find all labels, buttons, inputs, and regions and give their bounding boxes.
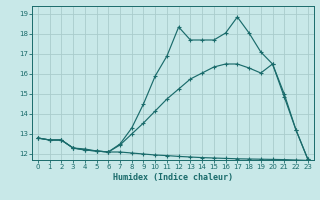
X-axis label: Humidex (Indice chaleur): Humidex (Indice chaleur): [113, 173, 233, 182]
